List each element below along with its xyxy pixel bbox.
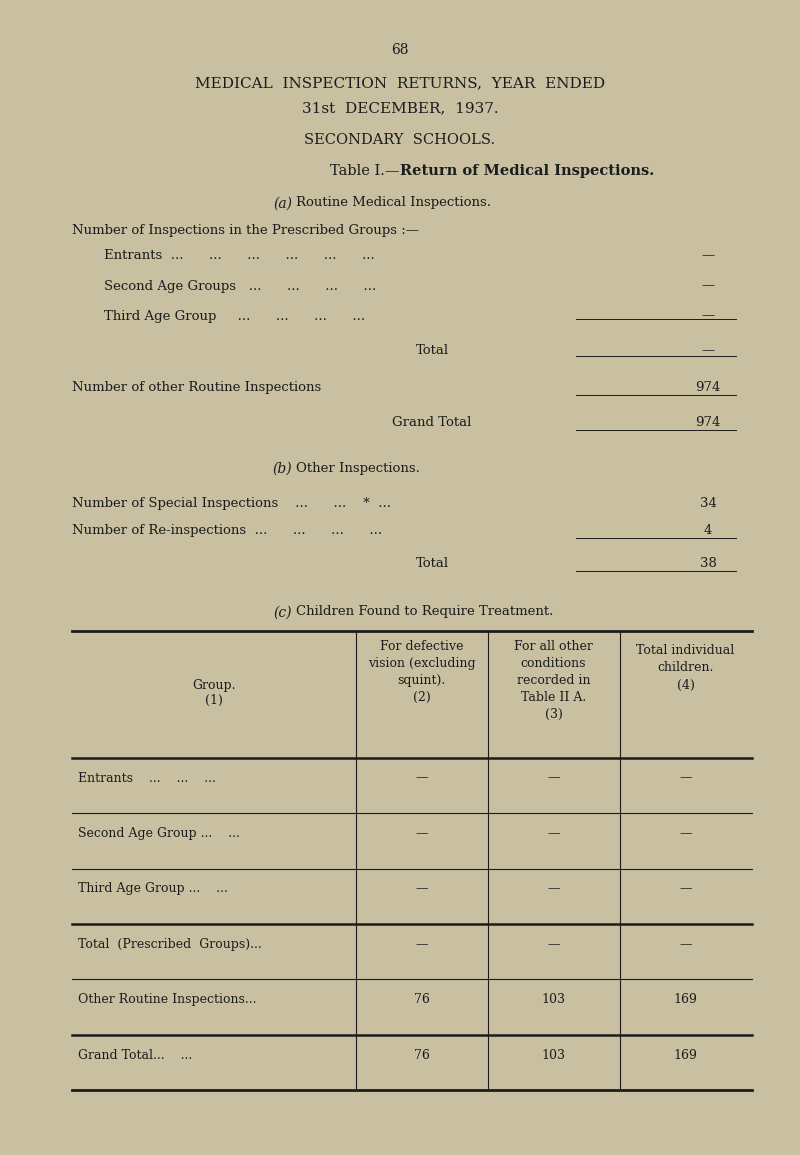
Text: —: —: [702, 249, 714, 262]
Text: —: —: [702, 280, 714, 292]
Text: Second Age Group ...    ...: Second Age Group ... ...: [78, 827, 240, 840]
Text: Total: Total: [415, 344, 449, 357]
Text: (c): (c): [274, 605, 292, 619]
Text: —: —: [547, 938, 560, 951]
Text: Third Age Group     ...      ...      ...      ...: Third Age Group ... ... ... ...: [104, 310, 365, 322]
Text: 76: 76: [414, 993, 430, 1006]
Text: —: —: [415, 882, 428, 895]
Text: —: —: [547, 772, 560, 784]
Text: 68: 68: [391, 43, 409, 57]
Text: Number of Special Inspections    ...      ...    *  ...: Number of Special Inspections ... ... * …: [72, 497, 391, 509]
Text: —: —: [415, 827, 428, 840]
Text: —: —: [702, 310, 714, 322]
Text: Number of Inspections in the Prescribed Groups :—: Number of Inspections in the Prescribed …: [72, 224, 419, 237]
Text: —: —: [547, 882, 560, 895]
Text: Total: Total: [415, 557, 449, 569]
Text: (b): (b): [272, 462, 292, 476]
Text: —: —: [415, 938, 428, 951]
Text: 76: 76: [414, 1049, 430, 1061]
Text: Second Age Groups   ...      ...      ...      ...: Second Age Groups ... ... ... ...: [104, 280, 376, 292]
Text: —: —: [702, 344, 714, 357]
Text: Number of other Routine Inspections: Number of other Routine Inspections: [72, 381, 322, 394]
Text: Table I.—: Table I.—: [330, 164, 400, 178]
Text: For defective
vision (excluding
squint).
(2): For defective vision (excluding squint).…: [368, 640, 475, 703]
Text: 34: 34: [699, 497, 717, 509]
Text: 103: 103: [542, 993, 566, 1006]
Text: 31st  DECEMBER,  1937.: 31st DECEMBER, 1937.: [302, 102, 498, 116]
Text: Entrants  ...      ...      ...      ...      ...      ...: Entrants ... ... ... ... ... ...: [104, 249, 374, 262]
Text: 974: 974: [695, 381, 721, 394]
Text: Other Routine Inspections...: Other Routine Inspections...: [78, 993, 257, 1006]
Text: Grand Total: Grand Total: [392, 416, 472, 429]
Text: Total  (Prescribed  Groups)...: Total (Prescribed Groups)...: [78, 938, 262, 951]
Text: 974: 974: [695, 416, 721, 429]
Text: 38: 38: [699, 557, 717, 569]
Text: Third Age Group ...    ...: Third Age Group ... ...: [78, 882, 228, 895]
Text: Entrants    ...    ...    ...: Entrants ... ... ...: [78, 772, 216, 784]
Text: 169: 169: [674, 993, 698, 1006]
Text: 169: 169: [674, 1049, 698, 1061]
Text: 4: 4: [704, 524, 712, 537]
Text: Routine Medical Inspections.: Routine Medical Inspections.: [296, 196, 491, 209]
Text: —: —: [679, 938, 692, 951]
Text: For all other
conditions
recorded in
Table II A.
(3): For all other conditions recorded in Tab…: [514, 640, 593, 721]
Text: —: —: [415, 772, 428, 784]
Text: Return of Medical Inspections.: Return of Medical Inspections.: [400, 164, 654, 178]
Text: Grand Total...    ...: Grand Total... ...: [78, 1049, 193, 1061]
Text: —: —: [679, 827, 692, 840]
Text: Number of Re-inspections  ...      ...      ...      ...: Number of Re-inspections ... ... ... ...: [72, 524, 382, 537]
Text: —: —: [547, 827, 560, 840]
Text: Total individual
children.
(4): Total individual children. (4): [637, 644, 734, 692]
Text: 103: 103: [542, 1049, 566, 1061]
Text: —: —: [679, 882, 692, 895]
Text: (a): (a): [273, 196, 292, 210]
Text: MEDICAL  INSPECTION  RETURNS,  YEAR  ENDED: MEDICAL INSPECTION RETURNS, YEAR ENDED: [195, 76, 605, 90]
Text: Group.
(1): Group. (1): [192, 679, 235, 707]
Text: —: —: [679, 772, 692, 784]
Text: SECONDARY  SCHOOLS.: SECONDARY SCHOOLS.: [305, 133, 495, 147]
Text: Other Inspections.: Other Inspections.: [296, 462, 420, 475]
Text: Children Found to Require Treatment.: Children Found to Require Treatment.: [296, 605, 554, 618]
